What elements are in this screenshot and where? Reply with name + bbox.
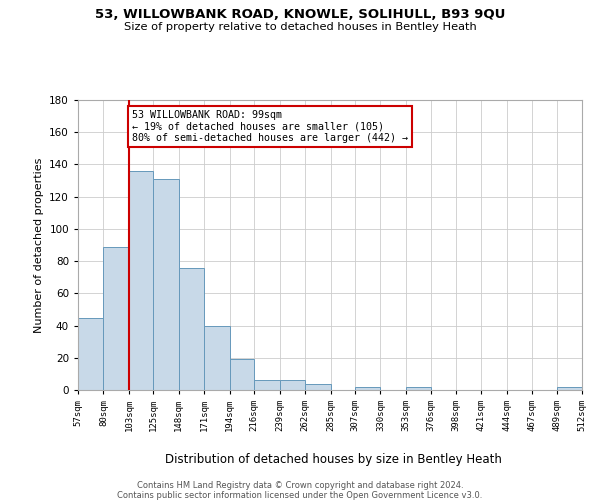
Bar bbox=[305, 384, 331, 390]
Bar bbox=[280, 380, 305, 390]
Bar bbox=[103, 246, 129, 390]
Bar bbox=[355, 387, 380, 390]
Text: Size of property relative to detached houses in Bentley Heath: Size of property relative to detached ho… bbox=[124, 22, 476, 32]
Bar bbox=[406, 387, 431, 390]
Bar bbox=[154, 179, 179, 390]
Bar bbox=[557, 387, 582, 390]
Text: 53, WILLOWBANK ROAD, KNOWLE, SOLIHULL, B93 9QU: 53, WILLOWBANK ROAD, KNOWLE, SOLIHULL, B… bbox=[95, 8, 505, 20]
Bar bbox=[179, 268, 204, 390]
Bar bbox=[254, 380, 280, 390]
Bar bbox=[204, 326, 230, 390]
Bar bbox=[129, 171, 154, 390]
Text: Distribution of detached houses by size in Bentley Heath: Distribution of detached houses by size … bbox=[164, 452, 502, 466]
Bar bbox=[230, 360, 254, 390]
Text: Contains HM Land Registry data © Crown copyright and database right 2024.: Contains HM Land Registry data © Crown c… bbox=[137, 481, 463, 490]
Y-axis label: Number of detached properties: Number of detached properties bbox=[34, 158, 44, 332]
Text: 53 WILLOWBANK ROAD: 99sqm
← 19% of detached houses are smaller (105)
80% of semi: 53 WILLOWBANK ROAD: 99sqm ← 19% of detac… bbox=[132, 110, 408, 143]
Bar bbox=[78, 318, 103, 390]
Text: Contains public sector information licensed under the Open Government Licence v3: Contains public sector information licen… bbox=[118, 491, 482, 500]
